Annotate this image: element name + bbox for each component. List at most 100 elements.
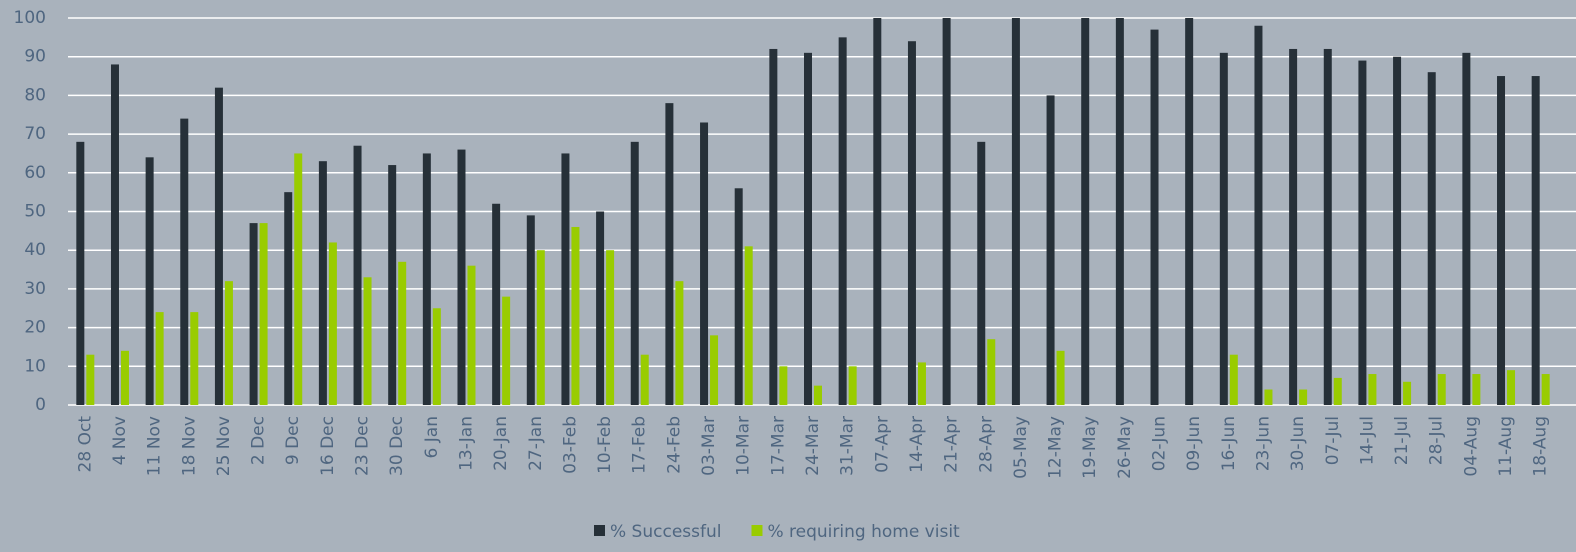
bar	[1229, 354, 1238, 405]
legend-swatch	[751, 525, 763, 536]
bar	[917, 362, 926, 405]
bar	[422, 153, 431, 405]
bar	[467, 265, 476, 405]
bar	[814, 385, 822, 405]
bar	[1264, 389, 1273, 405]
x-tick-label: 20-Jan	[491, 416, 511, 471]
bar	[1472, 374, 1481, 405]
bar	[987, 339, 996, 405]
y-tick-label: 80	[24, 85, 46, 105]
bar	[398, 261, 407, 405]
bar	[630, 141, 639, 405]
bar	[1333, 377, 1342, 405]
x-tick-label: 10-Mar	[734, 416, 754, 476]
bar	[1011, 18, 1020, 405]
x-tick-label: 18-Aug	[1531, 416, 1551, 477]
x-tick-label: 28-Apr	[976, 416, 996, 473]
x-tick-label: 07-Jul	[1323, 416, 1343, 465]
x-tick-label: 24-Mar	[803, 416, 823, 476]
bar	[977, 141, 986, 405]
bar	[907, 41, 916, 405]
bar	[1185, 18, 1194, 405]
bar	[1115, 18, 1124, 405]
bar	[328, 242, 337, 405]
bar	[110, 64, 119, 405]
bar	[1299, 389, 1308, 405]
bar	[318, 161, 327, 405]
bar	[606, 250, 615, 405]
x-tick-label: 19-May	[1080, 416, 1100, 479]
bar	[1368, 374, 1377, 405]
bar	[432, 308, 441, 405]
legend-label: % requiring home visit	[767, 522, 960, 542]
x-tick-label: 4 Nov	[110, 416, 130, 465]
bar	[804, 52, 812, 406]
y-tick-label: 60	[24, 163, 46, 183]
bar	[120, 350, 129, 405]
y-tick-label: 100	[14, 8, 46, 28]
bar	[942, 18, 951, 405]
bar	[224, 281, 233, 405]
x-tick-label: 14-Apr	[907, 416, 927, 473]
bar	[76, 141, 85, 405]
y-tick-label: 10	[24, 356, 46, 376]
x-tick-label: 16 Dec	[318, 416, 338, 476]
bar	[1531, 76, 1540, 406]
bar	[353, 145, 362, 405]
x-tick-label: 03-Mar	[699, 416, 719, 476]
y-tick-label: 50	[24, 202, 46, 222]
x-tick-label: 14-Jul	[1357, 416, 1377, 465]
x-tick-label: 30 Dec	[387, 416, 407, 476]
bar	[536, 250, 545, 405]
x-tick-label: 17-Feb	[630, 416, 650, 474]
bar	[86, 354, 95, 405]
bar	[259, 223, 268, 405]
y-tick-label: 20	[24, 318, 46, 338]
bar	[190, 312, 199, 405]
y-tick-label: 90	[24, 47, 46, 67]
bar	[492, 203, 501, 405]
bar	[561, 153, 570, 405]
bar	[838, 37, 847, 405]
bar	[848, 366, 857, 405]
x-tick-label: 23 Dec	[353, 416, 373, 476]
bar	[155, 312, 164, 405]
x-tick-label: 10-Feb	[595, 416, 615, 474]
x-tick-label: 6 Jan	[422, 416, 442, 458]
y-tick-label: 30	[24, 279, 46, 299]
bar	[1507, 370, 1516, 405]
bar	[1289, 48, 1298, 406]
x-tick-label: 13-Jan	[456, 416, 476, 471]
bar	[1403, 381, 1412, 405]
bar	[665, 103, 674, 405]
bar	[363, 277, 372, 405]
bar	[769, 48, 778, 406]
bar	[1541, 374, 1550, 405]
bar	[1150, 29, 1159, 406]
x-tick-label: 02-Jun	[1150, 416, 1170, 471]
x-tick-label: 26-May	[1115, 416, 1135, 479]
bar	[1323, 48, 1332, 406]
x-tick-label: 18 Nov	[179, 416, 199, 476]
y-tick-label: 70	[24, 124, 46, 144]
bar	[388, 165, 397, 405]
x-tick-label: 12-May	[1046, 416, 1066, 479]
bar	[571, 226, 580, 405]
bar	[675, 281, 684, 405]
x-tick-label: 07-Apr	[872, 416, 892, 473]
bar	[873, 18, 882, 405]
bar	[1437, 374, 1446, 405]
y-tick-label: 0	[35, 395, 46, 415]
bar	[284, 192, 293, 405]
x-tick-label: 9 Dec	[283, 416, 303, 465]
bar	[640, 354, 649, 405]
y-tick-label: 40	[24, 240, 46, 260]
bar	[1462, 52, 1471, 406]
bar	[1056, 350, 1065, 405]
bar	[1219, 52, 1228, 406]
x-tick-label: 21-Apr	[942, 416, 962, 473]
bar	[1254, 25, 1263, 406]
x-tick-label: 11-Aug	[1496, 416, 1516, 477]
bar	[744, 246, 753, 405]
bar	[145, 157, 154, 405]
